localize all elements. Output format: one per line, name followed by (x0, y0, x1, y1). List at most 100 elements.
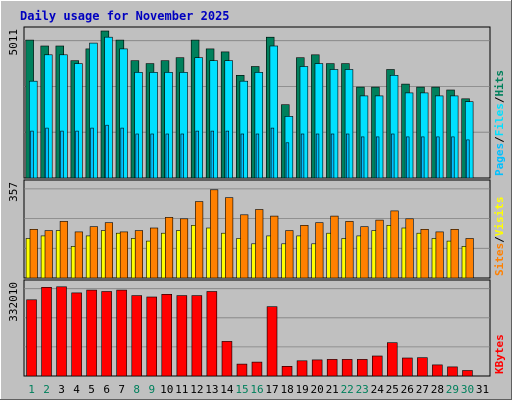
bar-sites-day-30 (465, 238, 474, 279)
chart-title: Daily usage for November 2025 (20, 9, 230, 23)
bar-sites-day-10 (165, 217, 174, 279)
bar-kbytes-day-7 (116, 289, 127, 377)
x-tick-label-day-15: 15 (235, 383, 248, 396)
bar-sites-day-11 (180, 218, 189, 279)
bar-kbytes-day-5 (86, 289, 97, 377)
x-tick-label-day-13: 13 (205, 383, 218, 396)
x-tick-label-day-10: 10 (160, 383, 173, 396)
x-tick-label-day-12: 12 (190, 383, 203, 396)
legend-middle: Sites/Visits (493, 197, 506, 277)
bar-sites-day-12 (195, 201, 204, 279)
x-tick-label-day-20: 20 (310, 383, 323, 396)
bar-sites-day-27 (420, 229, 429, 279)
bar-pages-day-14 (225, 130, 230, 179)
bar-sites-day-29 (450, 229, 459, 279)
legend-item-kbytes: KBytes (493, 334, 506, 374)
bar-pages-day-29 (451, 136, 455, 179)
bar-pages-day-21 (330, 133, 335, 179)
bar-kbytes-day-4 (71, 292, 82, 377)
bar-kbytes-day-19 (296, 360, 308, 377)
bar-pages-day-12 (195, 130, 199, 179)
bar-pages-day-24 (375, 136, 380, 179)
bar-sites-day-18 (285, 230, 294, 279)
x-tick-label-day-8: 8 (133, 383, 140, 396)
bar-kbytes-day-21 (326, 359, 338, 377)
x-tick-label-day-21: 21 (326, 383, 339, 396)
bar-sites-day-5 (89, 226, 98, 279)
x-tick-label-day-28: 28 (431, 383, 444, 396)
legend-top: Pages/Files/Hits (493, 70, 506, 176)
x-tick-label-day-1: 1 (28, 383, 35, 396)
x-tick-label-day-14: 14 (220, 383, 234, 396)
bar-kbytes-day-12 (191, 295, 203, 377)
x-tick-label-day-26: 26 (401, 383, 414, 396)
legend-separator: / (493, 136, 506, 143)
bar-pages-day-9 (150, 133, 154, 179)
bar-kbytes-day-26 (402, 357, 413, 377)
x-tick-label-day-16: 16 (250, 383, 263, 396)
x-tick-label-day-18: 18 (280, 383, 293, 396)
x-tick-label-day-30: 30 (461, 383, 474, 396)
bar-kbytes-day-10 (161, 293, 173, 377)
x-tick-label-day-3: 3 (58, 383, 65, 396)
bar-pages-day-26 (406, 136, 410, 179)
bar-kbytes-day-29 (447, 366, 458, 377)
bar-sites-day-15 (240, 214, 249, 279)
bar-sites-day-20 (315, 222, 324, 279)
bar-sites-day-16 (255, 209, 264, 279)
bar-kbytes-day-9 (146, 296, 158, 377)
chart-panel-bottom: 332010 KBytes (7, 279, 506, 377)
bar-kbytes-day-18 (281, 365, 293, 377)
bar-pages-day-28 (436, 136, 440, 179)
bar-pages-day-7 (120, 127, 124, 179)
bar-pages-day-1 (30, 130, 34, 179)
bar-sites-day-25 (390, 210, 399, 279)
x-tick-label-day-6: 6 (103, 383, 110, 396)
bar-pages-day-18 (285, 142, 290, 179)
bar-pages-day-11 (180, 133, 184, 179)
bar-pages-day-5 (90, 127, 94, 179)
bar-sites-day-19 (300, 225, 309, 279)
bar-pages-day-10 (165, 133, 169, 179)
y-max-label-bottom: 332010 (7, 282, 20, 322)
bar-sites-day-24 (375, 219, 384, 279)
bar-kbytes-day-1 (26, 299, 37, 377)
bar-sites-day-17 (270, 215, 279, 279)
bar-kbytes-day-30 (462, 370, 473, 377)
chart-panel-middle: 357 Sites/Visits (7, 179, 506, 279)
bar-pages-day-20 (315, 133, 320, 179)
bar-pages-day-27 (421, 136, 425, 179)
bar-kbytes-day-15 (236, 363, 248, 377)
bar-sites-day-4 (74, 231, 83, 279)
bar-pages-day-15 (240, 133, 245, 179)
bar-pages-day-13 (210, 130, 215, 179)
x-tick-label-day-27: 27 (416, 383, 429, 396)
bar-kbytes-day-24 (371, 355, 383, 377)
legend-separator: / (493, 96, 506, 103)
bar-pages-day-3 (60, 130, 64, 179)
legend-item-hits: Hits (493, 70, 506, 97)
x-tick-label-day-19: 19 (295, 383, 308, 396)
bar-pages-day-19 (300, 133, 305, 179)
x-tick-label-day-9: 9 (148, 383, 155, 396)
bar-sites-day-23 (360, 226, 369, 279)
bar-kbytes-day-16 (251, 361, 263, 377)
bar-pages-day-6 (105, 124, 109, 179)
x-tick-label-day-23: 23 (356, 383, 369, 396)
bar-sites-day-26 (405, 218, 414, 279)
bar-sites-day-9 (150, 227, 159, 279)
bar-kbytes-day-2 (41, 286, 52, 377)
bar-pages-day-16 (255, 133, 260, 179)
bar-kbytes-day-22 (341, 359, 353, 377)
x-tick-label-day-31: 31 (476, 383, 489, 396)
legend-item-visits: Visits (493, 197, 506, 237)
bar-sites-day-1 (29, 229, 38, 279)
x-tick-label-day-29: 29 (446, 383, 459, 396)
bar-sites-day-28 (435, 231, 444, 279)
bar-sites-day-8 (134, 230, 143, 279)
bar-kbytes-day-6 (101, 291, 112, 377)
x-tick-label-day-4: 4 (73, 383, 80, 396)
x-tick-label-day-11: 11 (175, 383, 188, 396)
bar-sites-day-22 (345, 221, 354, 279)
